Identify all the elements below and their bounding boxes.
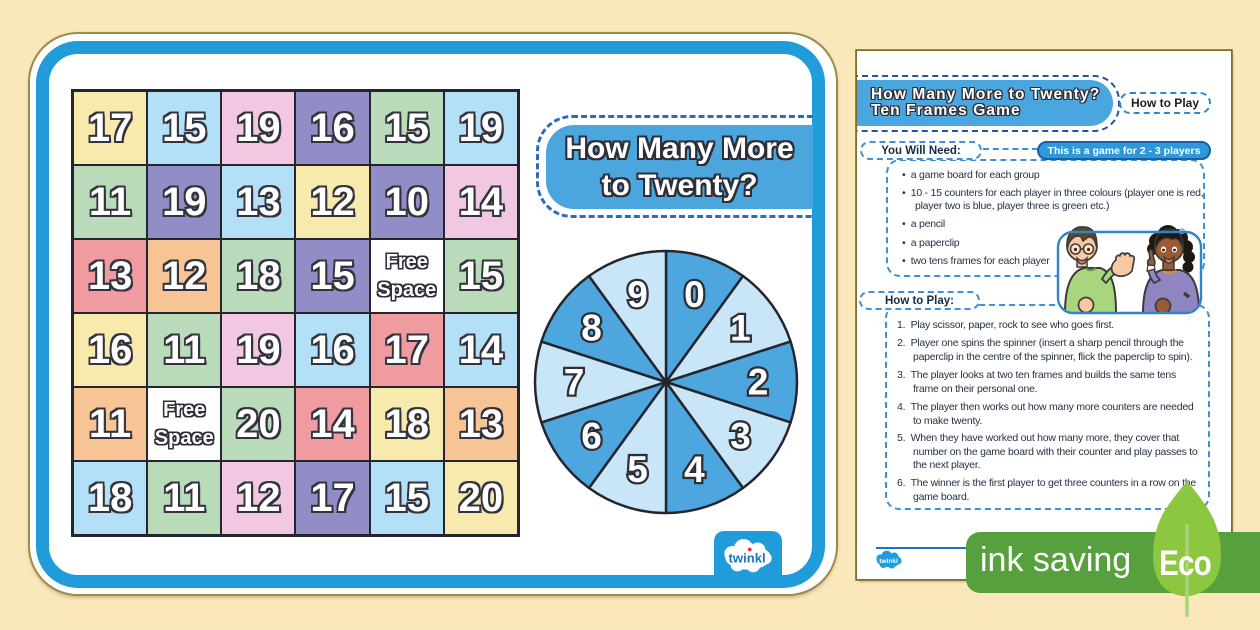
svg-text:twinkl: twinkl: [879, 558, 898, 565]
svg-text:5: 5: [627, 449, 648, 490]
svg-text:2: 2: [748, 362, 769, 403]
svg-text:9: 9: [627, 274, 648, 315]
svg-text:0: 0: [684, 274, 705, 315]
svg-text:6: 6: [581, 416, 602, 457]
svg-text:1: 1: [730, 307, 751, 348]
svg-text:7: 7: [564, 362, 585, 403]
svg-text:4: 4: [684, 449, 705, 490]
svg-text:3: 3: [730, 416, 751, 457]
svg-text:twinkl: twinkl: [729, 551, 766, 566]
svg-text:8: 8: [581, 307, 602, 348]
